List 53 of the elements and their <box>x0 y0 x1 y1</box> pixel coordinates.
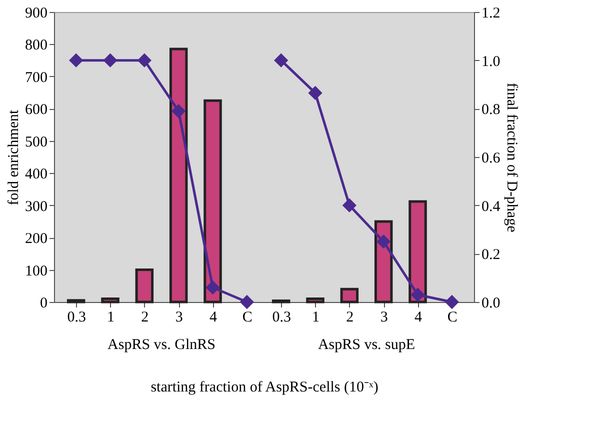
y2-tick-label: 0.6 <box>482 150 501 166</box>
x-tick-label: 4 <box>210 310 218 326</box>
point <box>69 53 84 68</box>
x-tick-label: 4 <box>414 310 422 326</box>
x-tick-label: 3 <box>175 310 183 326</box>
y-tick-label: 500 <box>25 134 48 150</box>
y2-tick-label: 0.4 <box>482 198 501 215</box>
bar <box>169 48 188 304</box>
bar <box>340 288 359 304</box>
x-tick-label: C <box>447 310 458 326</box>
point <box>308 86 322 100</box>
x-tick-label: 2 <box>141 310 149 326</box>
x-tick-label: 0.3 <box>67 310 86 326</box>
y2-tick-label: 1.0 <box>482 54 500 70</box>
text: AspRS vs. supE <box>318 337 416 353</box>
x-tick-label: 2 <box>346 310 354 326</box>
point <box>274 53 288 68</box>
y-tick-label: 600 <box>25 102 48 118</box>
point <box>410 288 425 302</box>
point <box>137 53 152 68</box>
y2-tick-label: 0.0 <box>482 296 500 312</box>
point <box>206 280 220 295</box>
y2-tick-label: 0.2 <box>482 247 500 264</box>
point <box>103 53 118 68</box>
x-tick-label: C <box>242 310 252 326</box>
x-axis-title: starting fraction of AspRS-cells (10⁻ˣ) <box>150 380 378 396</box>
y-tick-label: 300 <box>25 198 48 215</box>
point <box>240 294 254 310</box>
y2-tick-label: 0.8 <box>482 102 500 118</box>
x-tick-label: 1 <box>312 310 320 326</box>
point <box>444 294 459 310</box>
y-tick-label: 100 <box>25 263 48 280</box>
y-tick-label: 200 <box>25 231 48 248</box>
y-tick-label: 800 <box>25 38 48 54</box>
bar <box>101 298 120 304</box>
x-tick-label: 0.3 <box>272 310 291 326</box>
y-axis-title: fold enrichment <box>6 108 22 206</box>
bar <box>135 268 154 304</box>
bar <box>408 200 427 304</box>
y-tick-label: 0 <box>40 296 48 312</box>
x-tick-label: 1 <box>107 310 114 326</box>
bar <box>306 298 324 304</box>
y-tick-label: 700 <box>25 70 48 86</box>
y-tick-label: 400 <box>25 166 48 183</box>
point <box>172 104 186 118</box>
y2-tick-label: 1.2 <box>482 6 500 22</box>
y-tick-label: 900 <box>25 6 48 22</box>
point <box>376 234 391 249</box>
point <box>342 198 356 212</box>
text: AspRS vs. GlnRS <box>108 337 216 353</box>
y2-axis-title: final fraction of D-phage <box>503 82 520 233</box>
x-tick-label: 3 <box>380 310 388 326</box>
bar <box>204 99 222 304</box>
